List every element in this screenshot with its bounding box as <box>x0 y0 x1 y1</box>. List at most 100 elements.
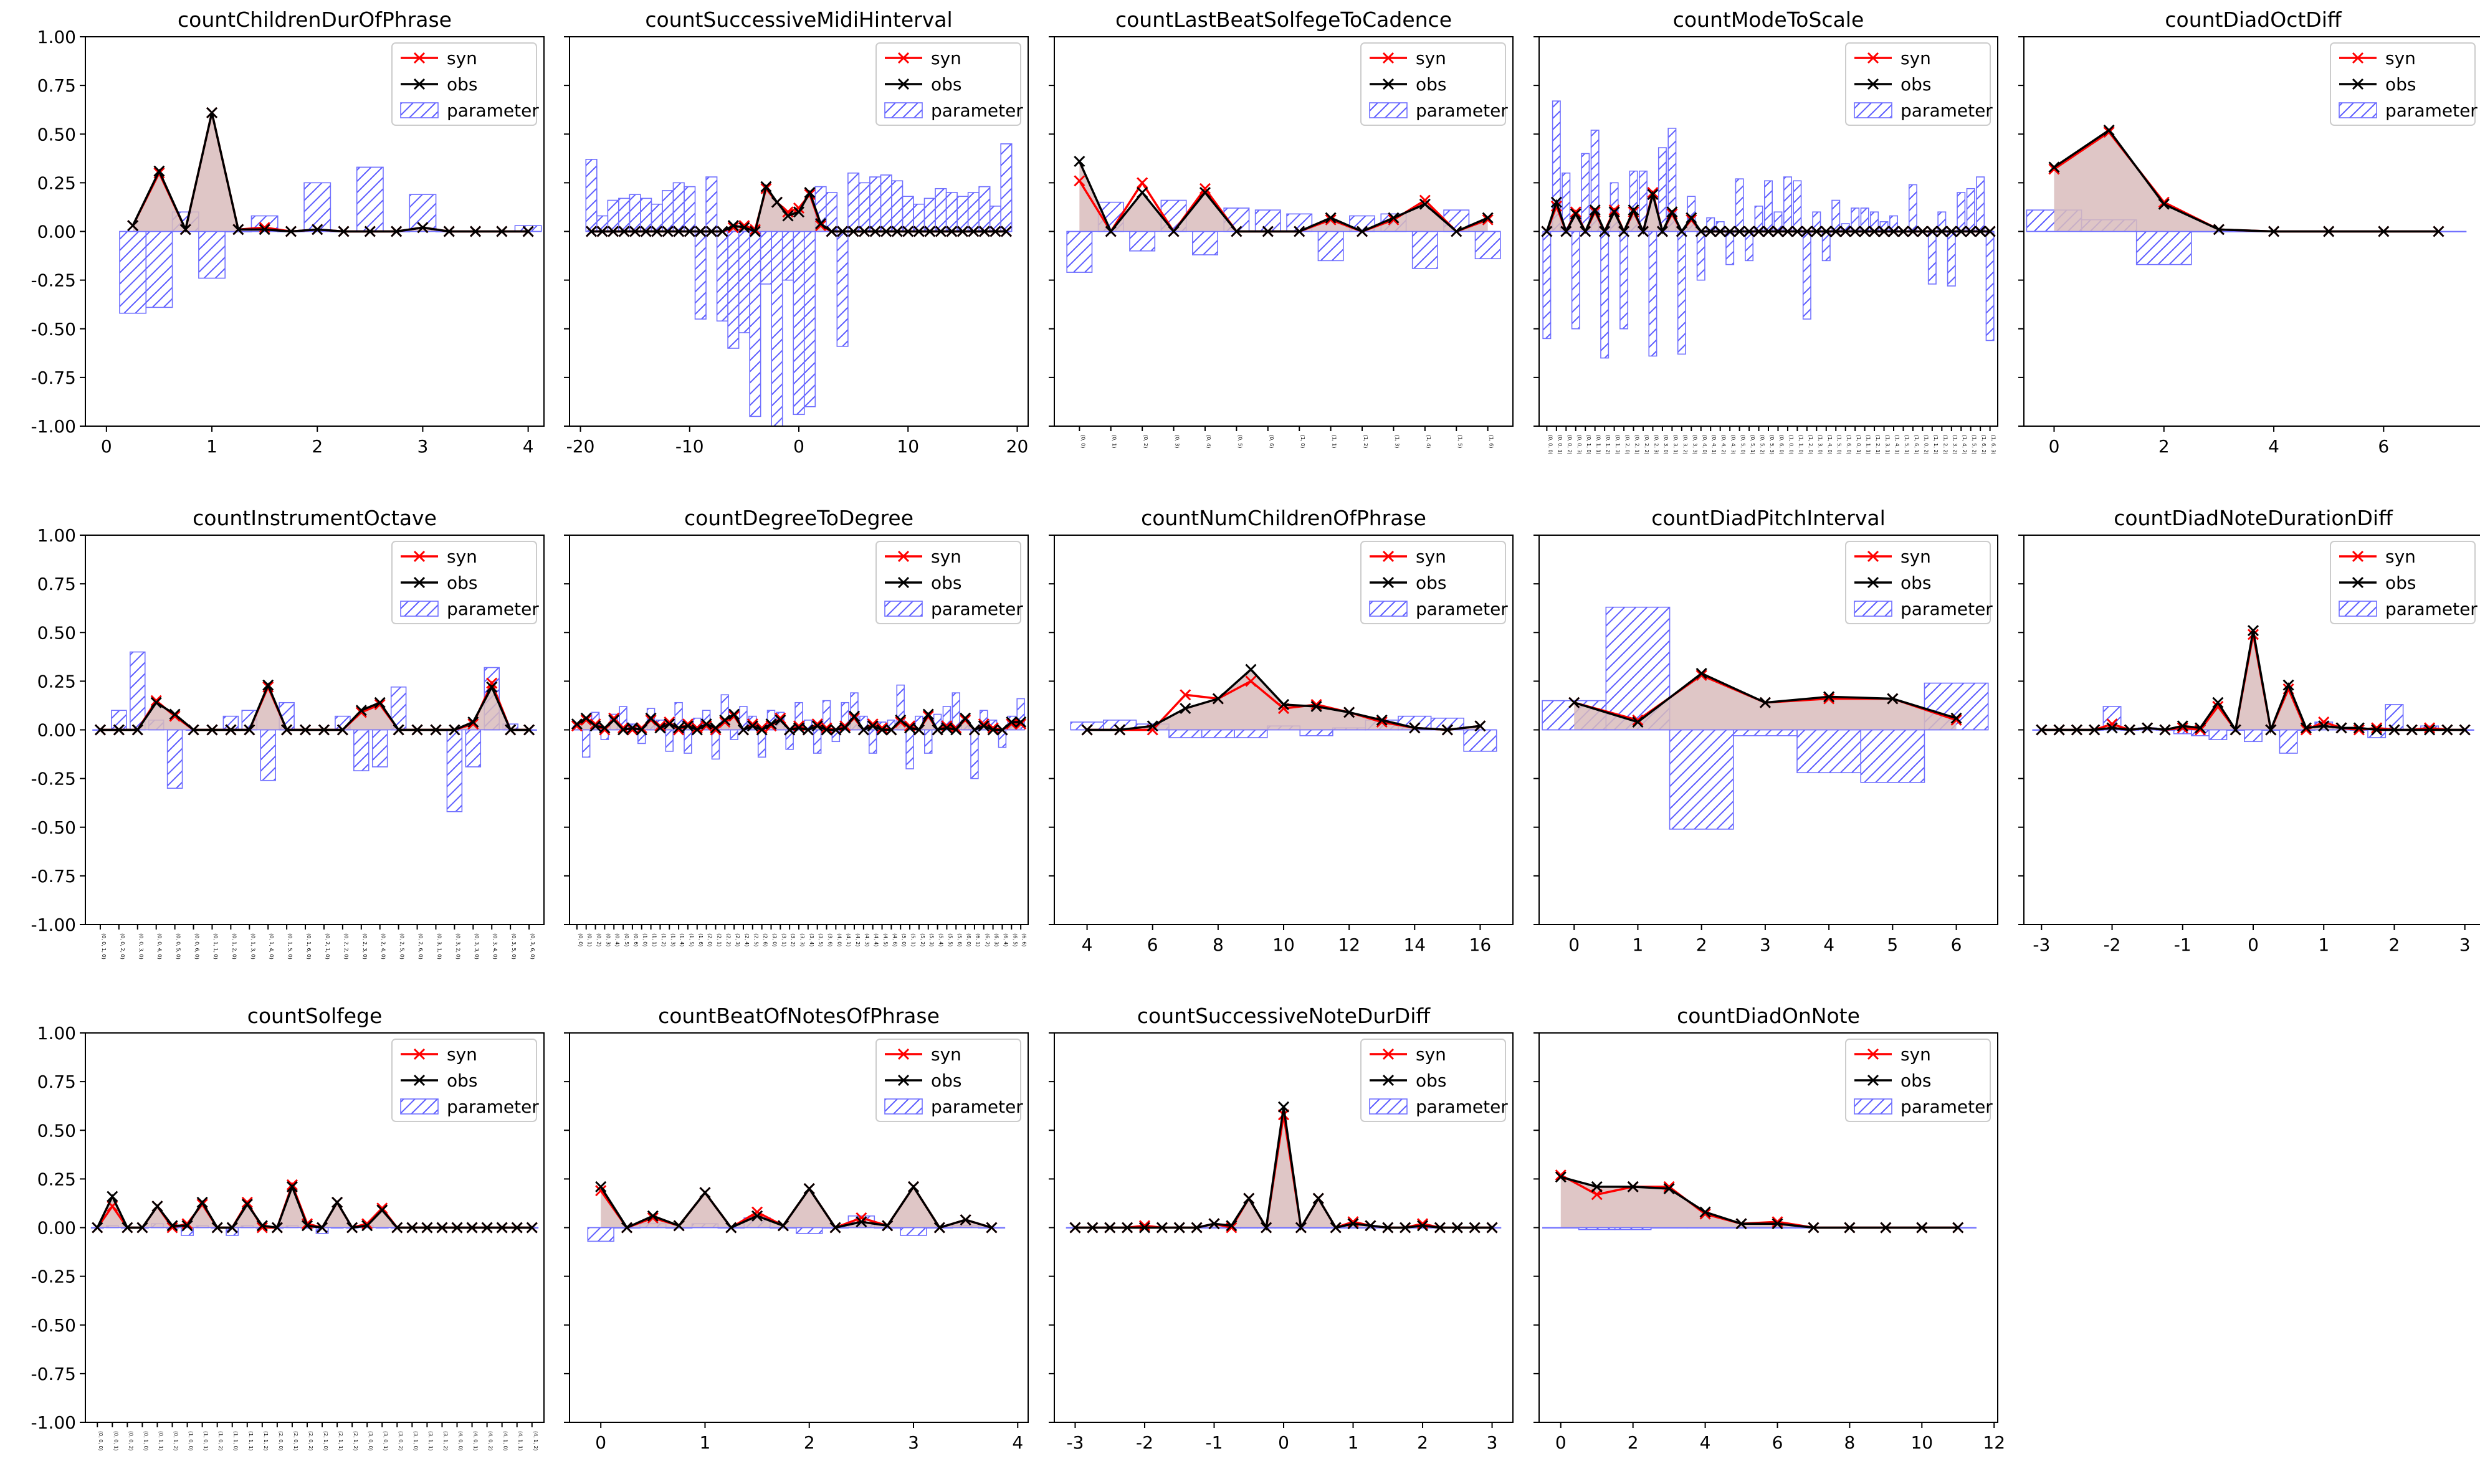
obs-marker <box>728 708 740 720</box>
legend-label-obs: obs <box>1901 573 1932 593</box>
x-tick-label: -1 <box>1206 1432 1223 1453</box>
subplot-title: countInstrumentOctave <box>193 506 437 530</box>
syn-marker <box>626 724 638 736</box>
parameter-bar <box>781 231 794 281</box>
legend-label-syn: syn <box>1901 1044 1931 1065</box>
obs-marker <box>522 226 534 237</box>
obs-marker <box>738 222 750 234</box>
syn-marker <box>2177 722 2188 734</box>
obs-marker <box>1365 1220 1376 1232</box>
y-tick-label: 1.00 <box>37 1023 76 1044</box>
parameter-bar <box>1860 729 1925 783</box>
obs-marker <box>1441 724 1453 736</box>
x-tick-label: (0, 6, 0) <box>1778 435 1784 455</box>
x-tick-label: (4, 5) <box>883 933 889 947</box>
obs-marker <box>1081 724 1093 736</box>
y-tick-label: 0.75 <box>37 1072 76 1092</box>
syn-marker <box>654 720 666 732</box>
obs-marker <box>211 1222 223 1234</box>
shaded-area <box>1079 161 1488 232</box>
obs-marker <box>756 724 768 736</box>
obs-line <box>1078 161 1489 234</box>
x-tick-label: (1, 1, 0) <box>1798 435 1803 455</box>
x-tick-label: (3, 0, 0) <box>368 1431 373 1451</box>
x-tick-label: (5, 5) <box>947 933 953 947</box>
syn-marker <box>1245 675 1257 687</box>
obs-marker <box>1555 1171 1567 1183</box>
x-tick-label: 1 <box>1348 1432 1359 1453</box>
obs-marker <box>1589 204 1601 216</box>
legend-marker-obs <box>1382 576 1395 589</box>
legend-label-parameter: parameter <box>447 599 539 619</box>
obs-marker <box>2459 724 2471 736</box>
obs-marker <box>226 1222 238 1234</box>
legend-marker-syn <box>897 1048 910 1060</box>
obs-marker <box>1261 1222 1272 1234</box>
y-tick-label: 1.00 <box>37 27 76 47</box>
parameter-bar <box>684 729 692 754</box>
obs-marker <box>346 1222 358 1234</box>
obs-marker <box>1608 206 1620 218</box>
obs-marker <box>589 720 601 732</box>
x-tick-label: 4 <box>1082 935 1093 955</box>
obs-marker <box>526 1222 538 1234</box>
obs-marker <box>1325 212 1337 224</box>
syn-marker <box>1015 718 1027 730</box>
parameter-bar <box>1732 729 1798 736</box>
x-tick-label: (5, 6) <box>956 933 962 947</box>
x-tick-label: 5 <box>1887 935 1898 955</box>
obs-marker <box>1859 226 1871 237</box>
obs-marker <box>127 220 139 232</box>
x-tick-label: (1, 2, 0) <box>1808 435 1813 455</box>
obs-marker <box>2103 124 2115 136</box>
x-tick-label: (3, 0, 2) <box>398 1431 403 1451</box>
obs-marker <box>1580 226 1591 237</box>
parameter-bar <box>694 231 707 320</box>
obs-line <box>1560 1176 1958 1229</box>
obs-marker <box>1482 212 1494 224</box>
legend-label-parameter: parameter <box>1901 1096 1993 1117</box>
x-tick-label: 1 <box>206 436 217 457</box>
subplot-title: countDiadOnNote <box>1677 1004 1860 1028</box>
obs-marker <box>393 724 404 736</box>
legend-label-obs: obs <box>1416 74 1447 95</box>
obs-marker <box>1926 226 1938 237</box>
x-tick-label: 3 <box>2459 935 2471 955</box>
obs-marker <box>430 724 442 736</box>
obs-marker <box>1180 703 1191 715</box>
x-tick-label: (0, 2, 1) <box>1634 435 1640 455</box>
x-tick-label: (2, 0, 2) <box>308 1431 313 1451</box>
obs-marker <box>2323 226 2335 237</box>
obs-marker <box>647 1210 659 1222</box>
obs-marker <box>946 226 958 237</box>
legend-label-syn: syn <box>2385 48 2416 69</box>
obs-marker <box>608 226 619 237</box>
obs-marker <box>1781 226 1793 237</box>
obs-marker <box>1599 226 1611 237</box>
parameter-bar <box>813 729 822 754</box>
x-tick-label: 16 <box>1469 935 1492 955</box>
obs-marker <box>1975 226 1986 237</box>
obs-marker <box>1666 206 1678 218</box>
x-tick-label: (0, 2, 3) <box>1653 435 1659 455</box>
x-tick-label: (1, 1, 2) <box>1933 435 1939 455</box>
parameter-bar <box>1677 231 1686 355</box>
x-tick-label: (0, 0, 3, 0) <box>138 933 144 959</box>
x-tick-label: (3, 1, 0) <box>413 1431 418 1451</box>
y-tick-label: -0.75 <box>31 866 76 887</box>
subplot-title: countDiadPitchInterval <box>1651 506 1886 530</box>
obs-marker <box>2053 724 2065 736</box>
syn-marker <box>259 222 270 234</box>
x-tick-label: (0, 0, 3) <box>1576 435 1582 455</box>
x-tick-label: (0, 2, 0) <box>1624 435 1630 455</box>
parameter-bar <box>880 174 892 232</box>
obs-marker <box>206 107 218 118</box>
x-tick-label: (0, 4, 3) <box>1730 435 1736 455</box>
x-tick-label: (1, 3, 1) <box>1885 435 1891 455</box>
y-tick-label: 0.00 <box>37 222 76 242</box>
x-tick-label: 0 <box>1555 1432 1567 1453</box>
x-tick-label: 6 <box>2378 436 2389 457</box>
x-tick-label: (1, 0) <box>1300 435 1305 449</box>
shaded-area <box>2054 130 2439 232</box>
